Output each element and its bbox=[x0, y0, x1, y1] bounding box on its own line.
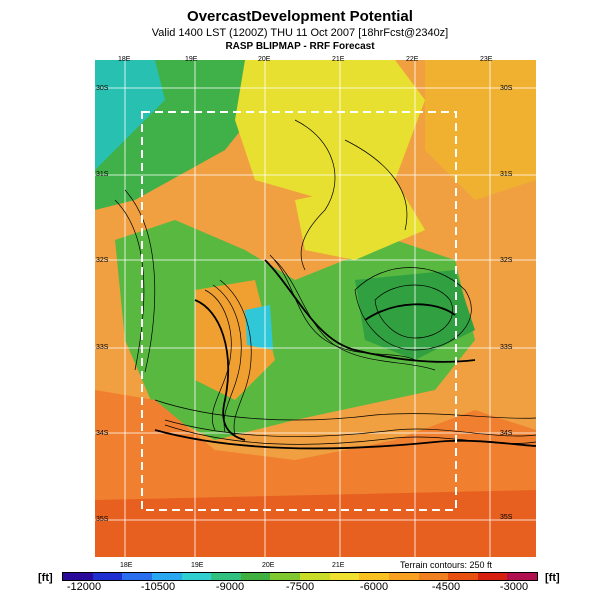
colorbar-unit-right: [ft] bbox=[545, 572, 560, 584]
colorbar-swatch bbox=[181, 573, 212, 580]
lat-tick-left: 34S bbox=[96, 430, 109, 437]
map-field bbox=[95, 60, 536, 557]
colorbar bbox=[62, 572, 538, 581]
lon-tick-bottom: 21E bbox=[332, 562, 345, 569]
lat-tick-left: 31S bbox=[96, 171, 109, 178]
lat-tick-left: 33S bbox=[96, 344, 109, 351]
lat-tick-right: 31S bbox=[500, 171, 513, 178]
lat-lon-grid bbox=[95, 60, 536, 557]
forecast-map[interactable] bbox=[95, 60, 536, 557]
lon-tick-top: 23E bbox=[480, 56, 493, 63]
colorbar-label: -4500 bbox=[431, 581, 461, 593]
lat-tick-right: 35S bbox=[500, 514, 513, 521]
lon-tick-top: 20E bbox=[258, 56, 271, 63]
colorbar-swatch bbox=[63, 573, 93, 580]
colorbar-swatch bbox=[270, 573, 300, 580]
chart-title: OvercastDevelopment Potential bbox=[187, 8, 413, 25]
field-yellow-n bbox=[235, 60, 425, 200]
field-red-south bbox=[95, 490, 536, 557]
colorbar-swatch bbox=[507, 573, 537, 580]
colorbar-swatch bbox=[448, 573, 478, 580]
colorbar-swatch bbox=[300, 573, 330, 580]
colorbar-swatch bbox=[240, 573, 271, 580]
lon-tick-top: 18E bbox=[118, 56, 131, 63]
colorbar-swatch bbox=[477, 573, 508, 580]
lat-tick-left: 30S bbox=[96, 85, 109, 92]
colorbar-label: -3000 bbox=[499, 581, 529, 593]
terrain-contours-note: Terrain contours: 250 ft bbox=[400, 560, 493, 570]
colorbar-swatch bbox=[122, 573, 152, 580]
field-yellow-mid bbox=[295, 180, 425, 260]
colorbar-swatch bbox=[92, 573, 123, 580]
colorbar-swatch bbox=[329, 573, 360, 580]
lat-tick-left: 35S bbox=[96, 516, 109, 523]
terrain-contours-bold bbox=[154, 259, 536, 450]
valid-time-subtitle: Valid 1400 LST (1200Z) THU 11 Oct 2007 [… bbox=[151, 27, 449, 39]
lon-tick-bottom: 18E bbox=[120, 562, 133, 569]
colorbar-swatch bbox=[211, 573, 241, 580]
colorbar-label: -10500 bbox=[140, 581, 176, 593]
colorbar-unit-left: [ft] bbox=[38, 572, 53, 584]
field-cyan-nw bbox=[95, 60, 165, 170]
inner-domain-box bbox=[141, 111, 457, 511]
lat-tick-right: 34S bbox=[500, 430, 513, 437]
lat-tick-right: 32S bbox=[500, 257, 513, 264]
colorbar-label: -6000 bbox=[359, 581, 389, 593]
colorbar-swatch bbox=[388, 573, 419, 580]
lon-tick-top: 21E bbox=[332, 56, 345, 63]
colorbar-swatch bbox=[151, 573, 182, 580]
field-gold-ne bbox=[425, 60, 536, 200]
lon-tick-top: 19E bbox=[185, 56, 198, 63]
lat-tick-right: 33S bbox=[500, 344, 513, 351]
colorbar-label: -7500 bbox=[285, 581, 315, 593]
lat-tick-right: 30S bbox=[500, 85, 513, 92]
lon-tick-bottom: 19E bbox=[191, 562, 204, 569]
lon-tick-bottom: 20E bbox=[262, 562, 275, 569]
colorbar-label: -9000 bbox=[215, 581, 245, 593]
colorbar-label: -12000 bbox=[66, 581, 102, 593]
lon-tick-top: 22E bbox=[406, 56, 419, 63]
colorbar-swatch bbox=[418, 573, 449, 580]
source-subtitle: RASP BLIPMAP - RRF Forecast bbox=[225, 41, 375, 52]
lat-tick-left: 32S bbox=[96, 257, 109, 264]
field-cyan-center bbox=[245, 305, 273, 350]
colorbar-swatch bbox=[359, 573, 389, 580]
